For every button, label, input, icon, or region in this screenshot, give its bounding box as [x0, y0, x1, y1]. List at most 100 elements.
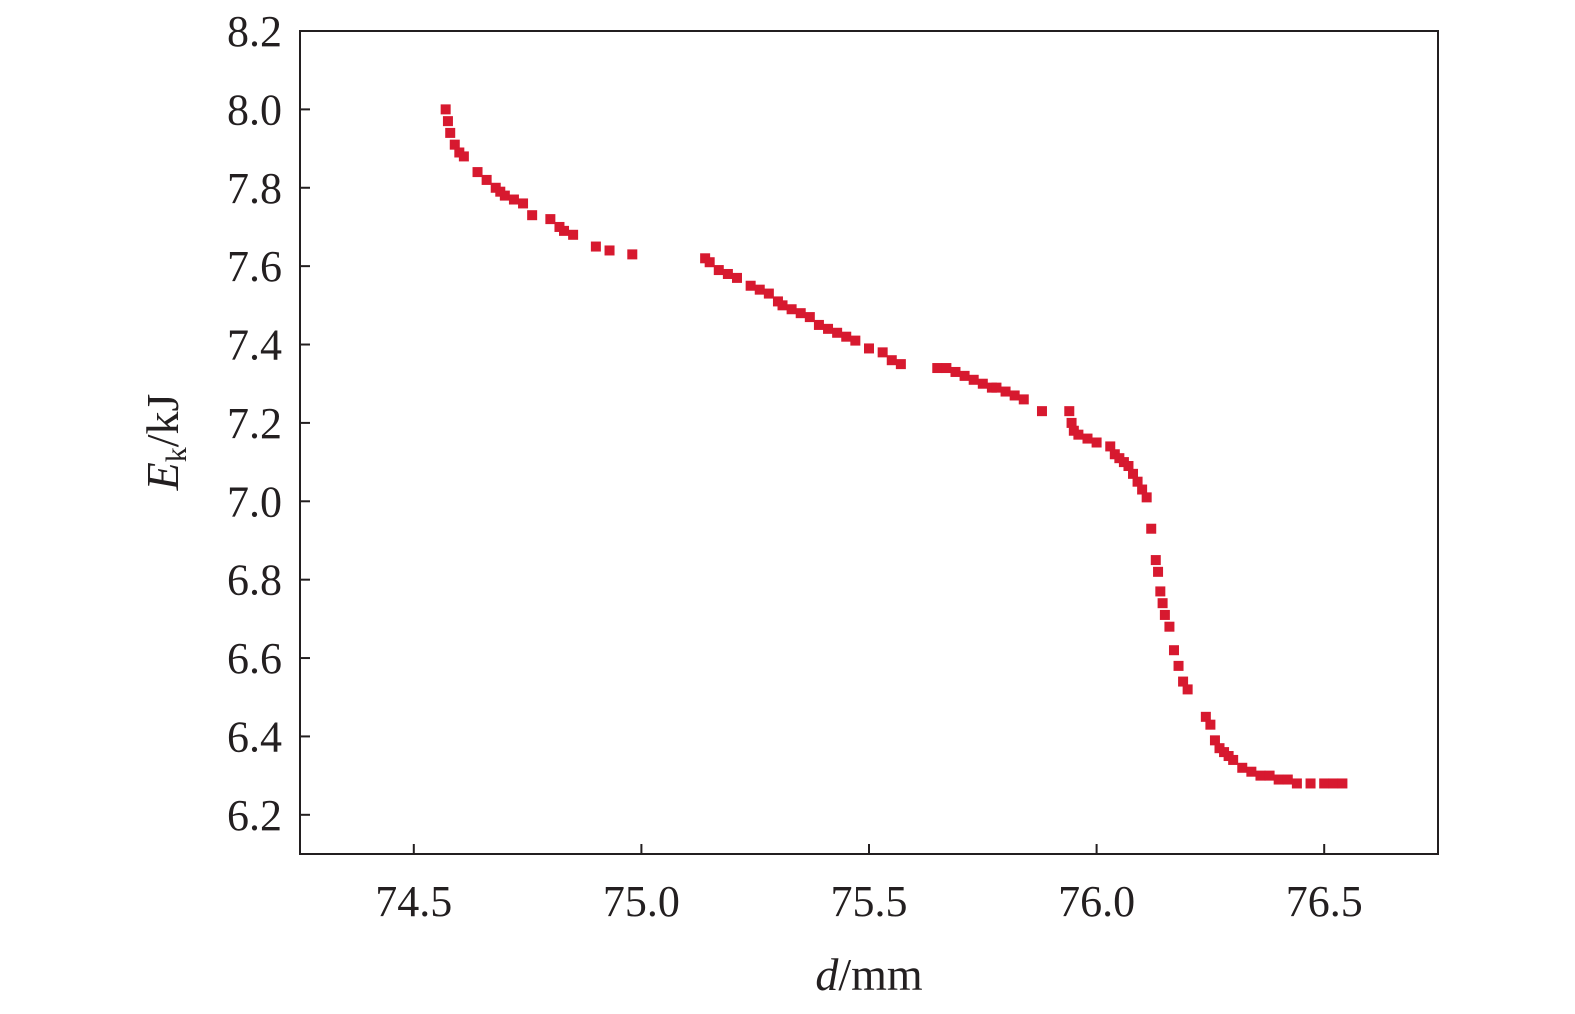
data-point	[481, 174, 492, 185]
x-axis-variable: d	[815, 949, 839, 1000]
data-point	[1157, 598, 1168, 609]
data-point	[1091, 437, 1102, 448]
data-point	[722, 268, 733, 279]
data-point	[1159, 609, 1170, 620]
y-tick-label: 6.4	[227, 712, 282, 761]
data-point	[941, 363, 952, 374]
y-tick-label: 7.2	[227, 399, 282, 448]
data-point	[886, 355, 897, 366]
data-point	[604, 245, 615, 256]
data-point	[1168, 645, 1179, 656]
data-point	[1255, 770, 1266, 781]
data-point	[731, 272, 742, 283]
data-point	[442, 116, 453, 127]
data-point	[1246, 766, 1257, 777]
data-point	[1237, 762, 1248, 773]
y-axis-variable: E	[137, 462, 188, 491]
data-point	[850, 335, 861, 346]
y-tick-label: 7.8	[227, 164, 282, 213]
data-point	[864, 343, 874, 354]
data-point	[1173, 660, 1184, 671]
data-point	[959, 370, 970, 381]
data-point	[1200, 711, 1211, 722]
data-point	[1150, 555, 1161, 566]
data-point	[932, 363, 943, 374]
data-point	[1000, 386, 1011, 397]
data-point	[1328, 778, 1339, 789]
data-point	[777, 300, 788, 311]
data-point	[754, 284, 765, 295]
data-point	[1146, 523, 1157, 534]
y-tick-label: 7.4	[227, 321, 282, 370]
data-point	[713, 265, 724, 276]
x-axis-unit: /mm	[838, 949, 923, 1000]
data-point	[813, 319, 824, 330]
data-point	[1128, 468, 1139, 479]
data-point	[1141, 492, 1152, 503]
data-point	[545, 214, 556, 225]
y-tick-label: 7.0	[227, 477, 282, 526]
data-point	[1064, 406, 1075, 417]
data-point	[499, 190, 510, 201]
y-tick-label: 6.2	[227, 791, 282, 840]
data-point	[1105, 441, 1116, 452]
data-point	[786, 304, 797, 315]
data-point	[627, 249, 638, 260]
data-point	[877, 347, 888, 358]
data-point	[1036, 406, 1047, 417]
data-point	[763, 288, 774, 299]
data-point	[527, 210, 538, 221]
data-point	[704, 257, 715, 268]
y-axis-unit: /kJ	[137, 394, 188, 448]
data-point	[1337, 778, 1348, 789]
data-point	[804, 312, 815, 323]
data-point	[568, 229, 579, 240]
data-series	[440, 104, 1348, 789]
data-point	[1205, 719, 1216, 730]
data-point	[1155, 586, 1166, 597]
y-tick-label: 6.6	[227, 634, 282, 683]
data-point	[1182, 684, 1193, 695]
data-point	[795, 308, 806, 319]
data-point	[1018, 394, 1029, 405]
axis-tick-labels: 74.5 75.0 75.5 76.0 76.5 6.2 6.4 6.6 6.8 7.0 7.2 7.…	[227, 7, 1363, 926]
data-point	[1137, 484, 1148, 495]
x-tick-label: 76.5	[1286, 877, 1363, 926]
data-point	[1164, 621, 1175, 632]
y-axis-subscript: k	[160, 447, 193, 462]
data-point	[1228, 754, 1239, 765]
data-point	[1209, 735, 1220, 746]
data-point	[1291, 778, 1302, 789]
data-point	[590, 241, 601, 252]
data-point	[745, 280, 756, 291]
data-point	[1282, 774, 1293, 785]
data-point	[991, 382, 1002, 393]
data-point	[1066, 417, 1077, 428]
data-point	[1273, 774, 1284, 785]
x-tick-label: 76.0	[1058, 877, 1135, 926]
data-point	[1073, 429, 1084, 440]
data-point	[440, 104, 451, 115]
data-point	[472, 167, 483, 178]
y-tick-label: 8.2	[227, 7, 282, 56]
data-point	[1178, 676, 1189, 687]
data-point	[559, 225, 570, 236]
axis-ticks	[300, 30, 1326, 854]
data-point	[508, 194, 519, 205]
plot-frame	[299, 30, 1439, 855]
x-axis-title: d/mm	[815, 949, 923, 1000]
data-point	[1123, 461, 1134, 472]
data-point	[823, 323, 834, 334]
data-point	[977, 378, 988, 389]
y-axis-title: Ek/kJ	[137, 394, 193, 492]
data-point	[968, 374, 979, 385]
x-tick-label: 74.5	[375, 877, 452, 926]
y-tick-label: 6.8	[227, 556, 282, 605]
data-point	[950, 366, 961, 377]
data-point	[1132, 476, 1143, 487]
data-point	[518, 198, 529, 209]
data-point	[895, 359, 906, 370]
data-point	[445, 127, 456, 138]
y-tick-label: 7.6	[227, 242, 282, 291]
